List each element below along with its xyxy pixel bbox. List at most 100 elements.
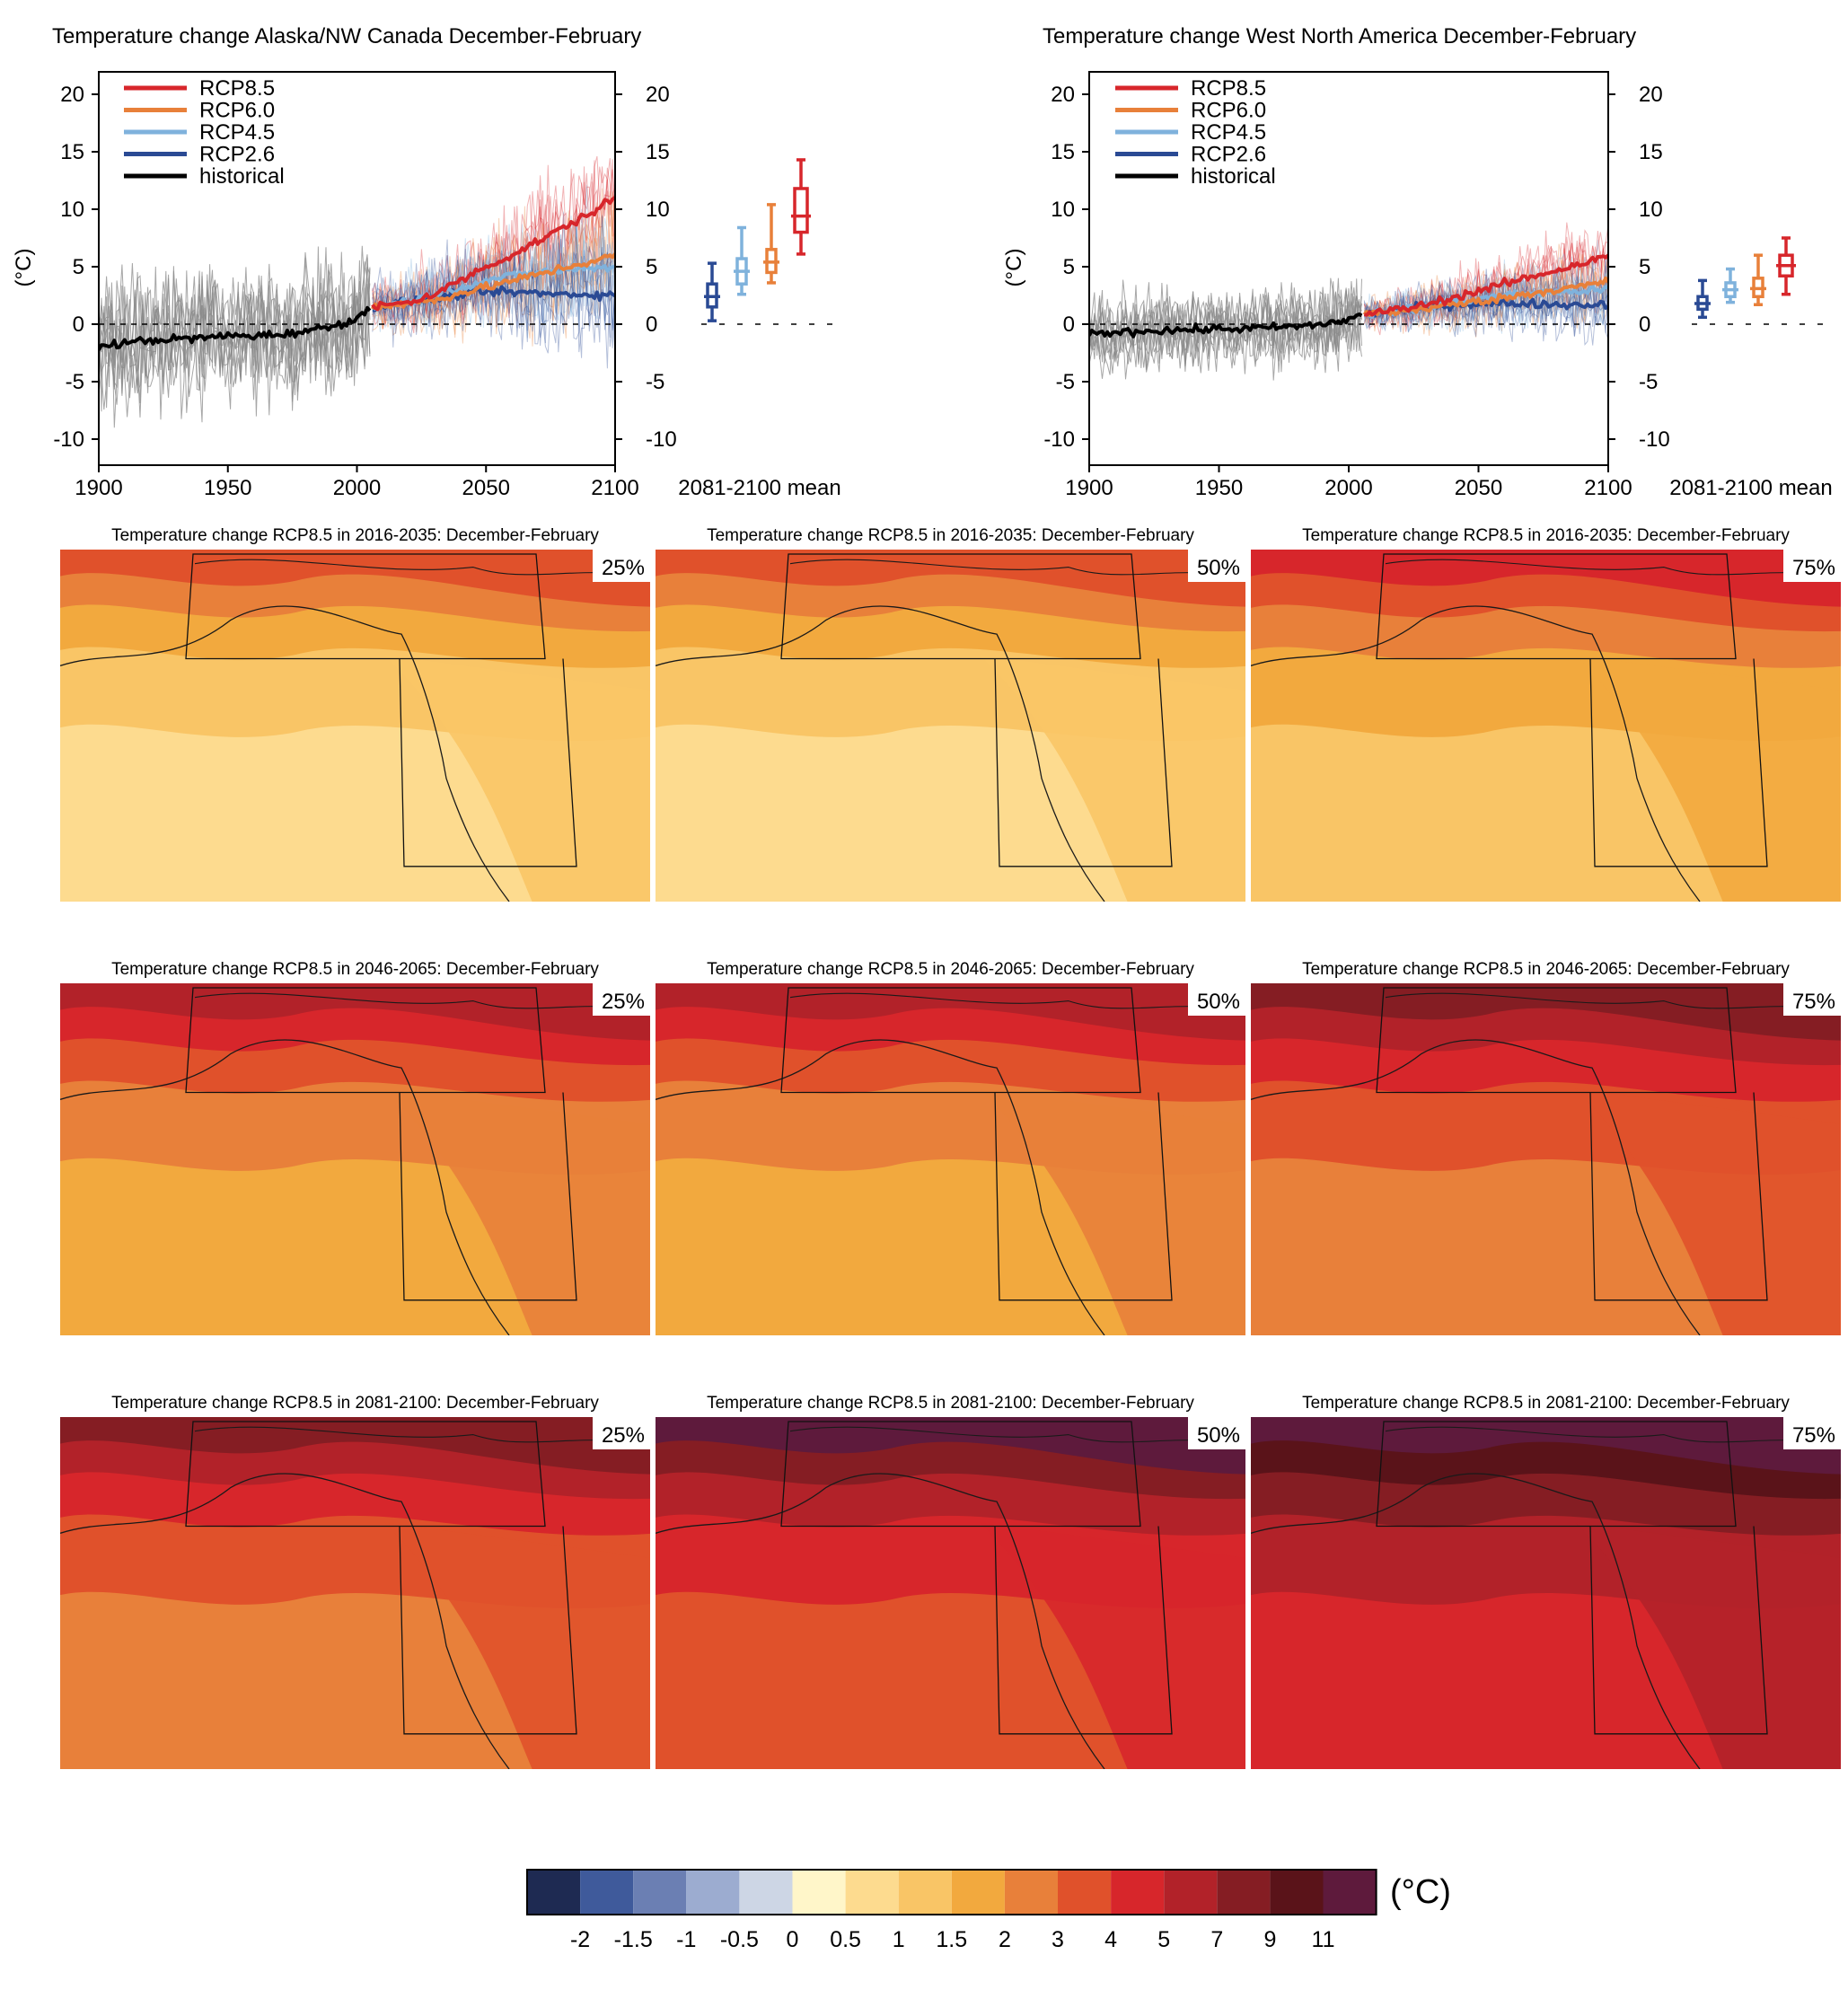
x-tick-label: 2100 <box>1584 476 1632 500</box>
mean-line-historical <box>1089 313 1363 339</box>
coastline <box>789 1426 1245 1446</box>
y-tick-label: -5 <box>1639 370 1658 394</box>
y-tick-label: 15 <box>646 140 670 164</box>
y-tick-label: -5 <box>1056 370 1075 394</box>
y-tick-label: 10 <box>60 198 84 222</box>
coastline <box>60 605 510 902</box>
map-panel: Temperature change RCP8.5 in 2081-2100: … <box>1251 1394 1841 1769</box>
colorbar-swatch <box>633 1870 687 1915</box>
x-tick-label: 2050 <box>1455 476 1502 500</box>
colorbar-tick-label: -1 <box>676 1927 696 1952</box>
colorbar-tick-label: 2 <box>999 1927 1011 1952</box>
percentile-label: 75% <box>1792 556 1835 580</box>
run-rcp60 <box>372 188 615 344</box>
percentile-badge <box>1188 983 1245 1016</box>
box-rcp85 <box>1776 236 1796 296</box>
percentile-label: 25% <box>602 556 645 580</box>
coastline <box>60 1473 510 1769</box>
map-contour-band <box>1251 550 1841 607</box>
y-tick-label: 0 <box>1639 313 1650 337</box>
legend-label: historical <box>1191 164 1276 189</box>
run-rcp60 <box>372 209 615 339</box>
y-tick-label: 5 <box>1063 255 1075 279</box>
colorbar-swatch <box>739 1870 793 1915</box>
map-contour-band <box>1251 983 1841 1041</box>
run-rcp85 <box>1363 235 1608 332</box>
run-rcp85 <box>1363 225 1608 336</box>
colorbar-swatch <box>951 1870 1005 1915</box>
run-rcp26 <box>1363 269 1608 342</box>
box-rcp85 <box>791 158 811 256</box>
box-rcp26 <box>704 261 720 322</box>
x-tick-label: 2050 <box>462 476 510 500</box>
coastline <box>789 992 1245 1012</box>
y-tick-label: 10 <box>1639 198 1663 222</box>
run-rcp26 <box>1363 281 1608 340</box>
y-tick-label: 0 <box>1063 313 1075 337</box>
colorbar-tick-label: 5 <box>1157 1927 1170 1952</box>
run-rcp45 <box>372 208 615 329</box>
colorbar-swatch <box>1058 1870 1112 1915</box>
x-tick-label: 2000 <box>333 476 381 500</box>
run-historical <box>1089 281 1362 370</box>
percentile-label: 50% <box>1197 556 1240 580</box>
coastline <box>1385 1426 1841 1446</box>
run-rcp85 <box>1363 232 1608 330</box>
region-box-alaska <box>185 553 546 660</box>
map-contour-band <box>656 983 1245 1041</box>
run-rcp45 <box>372 215 615 335</box>
map-title: Temperature change RCP8.5 in 2016-2035: … <box>707 526 1194 545</box>
percentile-label: 50% <box>1197 1423 1240 1448</box>
y-tick-label: -10 <box>1043 427 1075 452</box>
colorbar-tick-label: 0.5 <box>830 1927 861 1952</box>
percentile-label: 25% <box>602 1423 645 1448</box>
boxplot-2081-2100 <box>701 158 841 325</box>
colorbar-tick-label: 0 <box>787 1927 799 1952</box>
map-contour-band <box>1575 1088 1841 1335</box>
colorbar-swatch <box>580 1870 634 1915</box>
timeseries-panel-alaska: Temperature change Alaska/NW Canada Dece… <box>12 24 841 500</box>
run-rcp45 <box>1364 257 1608 334</box>
map-panel: Temperature change RCP8.5 in 2046-2065: … <box>60 960 650 1335</box>
run-historical <box>99 263 371 418</box>
y-tick-label: -10 <box>53 427 84 452</box>
percentile-label: 75% <box>1792 1423 1835 1448</box>
legend-label: RCP6.0 <box>199 99 275 123</box>
scenario-means <box>1089 253 1608 339</box>
map-contour-band <box>1251 1417 1841 1475</box>
y-tick-label: -10 <box>646 427 677 452</box>
region-box-west-north-america <box>1589 1526 1768 1735</box>
y-tick-label: 5 <box>646 255 657 279</box>
y-tick-label: 10 <box>1051 198 1075 222</box>
map-panel: Temperature change RCP8.5 in 2046-2065: … <box>656 960 1245 1335</box>
map-panel: Temperature change RCP8.5 in 2046-2065: … <box>1251 960 1841 1335</box>
map-title: Temperature change RCP8.5 in 2081-2100: … <box>111 1394 599 1413</box>
y-axis-label: (°C) <box>12 249 36 287</box>
y-ticks-right: 20 15 10 5 0 -5 -10 <box>615 83 677 452</box>
region-box-alaska <box>1376 553 1737 660</box>
run-rcp26 <box>372 216 615 348</box>
colorbar-tick-label: 7 <box>1210 1927 1223 1952</box>
y-axis-label: (°C) <box>1002 249 1026 287</box>
colorbar-swatch <box>527 1870 581 1915</box>
percentile-label: 50% <box>1197 990 1240 1014</box>
timeseries-panel-west-north-america: Temperature change West North America De… <box>1002 24 1833 500</box>
mean-line-rcp85 <box>371 196 615 312</box>
percentile-badge <box>1783 550 1841 582</box>
y-tick-label: 5 <box>1639 255 1650 279</box>
map-contour-band <box>656 1417 1245 1475</box>
run-rcp45 <box>1363 255 1608 330</box>
y-tick-label: 20 <box>60 83 84 107</box>
mean-line-historical <box>99 305 372 351</box>
boxplot-2081-2100 <box>1692 236 1825 325</box>
y-ticks-left: 20 15 10 5 0 -5 -10 <box>53 83 99 452</box>
coastline <box>1251 1473 1701 1769</box>
map-contour-band <box>980 655 1245 902</box>
coastline <box>656 605 1105 902</box>
region-box-west-north-america <box>994 1092 1173 1301</box>
x-ticks: 1900 1950 2000 2050 2100 <box>75 465 639 500</box>
legend-label: historical <box>199 164 285 189</box>
colorbar-swatch <box>1323 1870 1377 1915</box>
run-rcp60 <box>372 202 615 335</box>
y-tick-label: 20 <box>1051 83 1075 107</box>
